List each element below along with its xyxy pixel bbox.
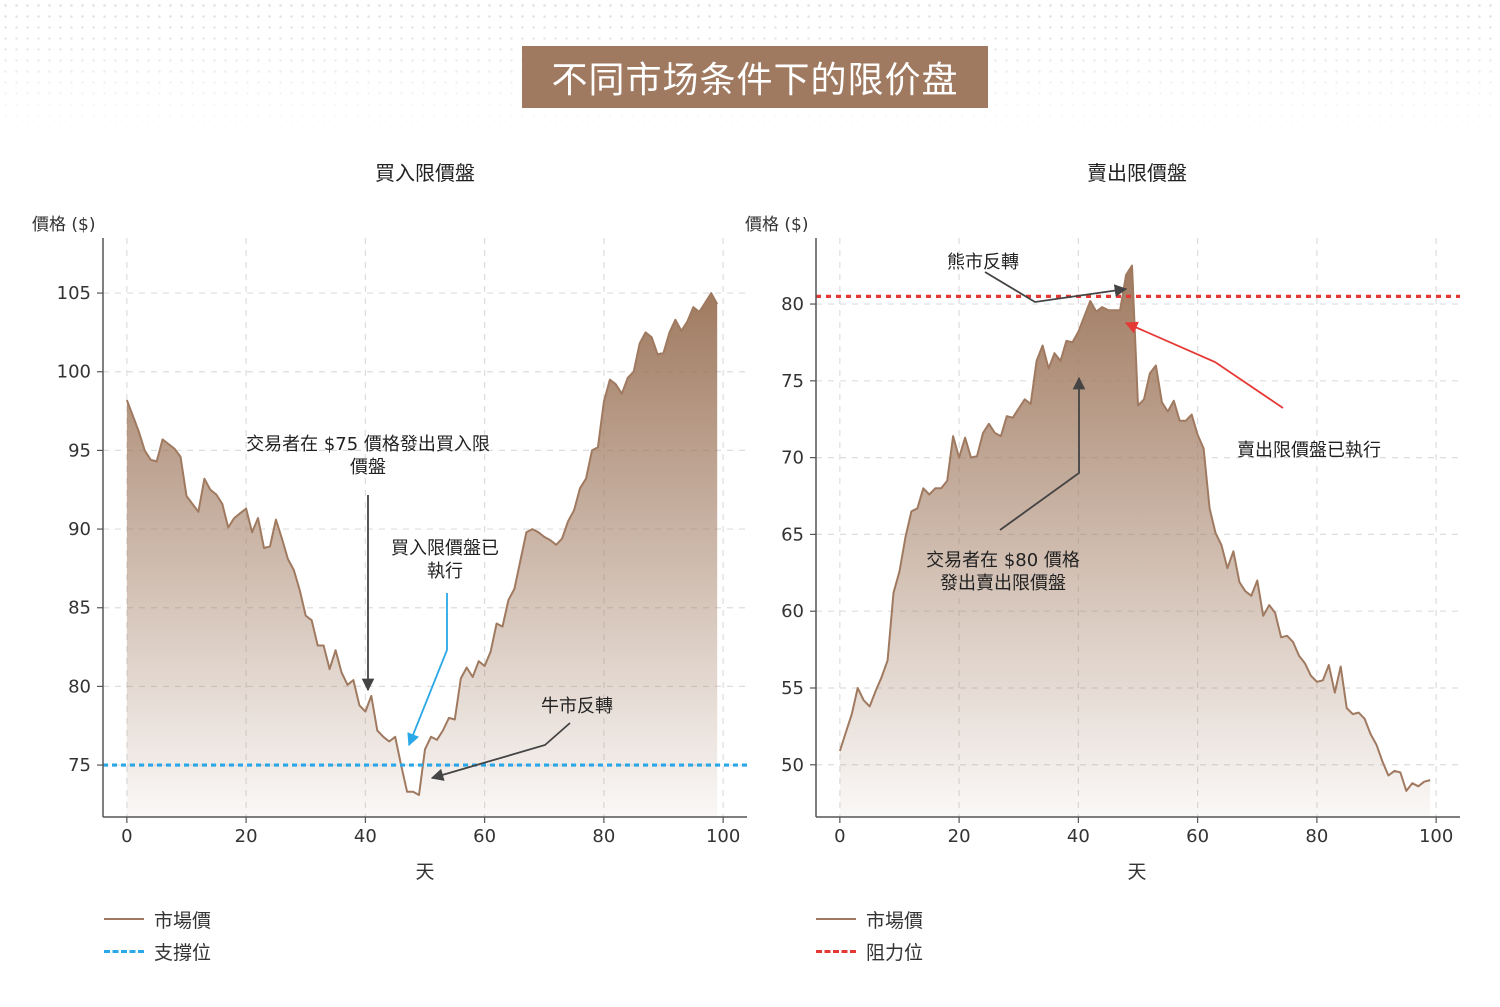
y-tick-label: 100 [57, 362, 91, 383]
annotation-label: 熊市反轉 [947, 252, 1019, 273]
annotation-label: 交易者在 $75 價格發出買入限價盤 [246, 434, 490, 478]
y-tick-label: 80 [781, 294, 804, 315]
y-tick-label: 95 [68, 440, 91, 461]
price-area-fill [126, 293, 718, 818]
x-tick-label: 40 [354, 826, 377, 847]
y-tick-label: 75 [781, 371, 804, 392]
annotation-arrow [984, 271, 1128, 303]
y-axis-label: 價格 ($) [32, 215, 95, 235]
x-tick-label: 60 [1186, 826, 1209, 847]
annotation-label: 買入限價盤已執行 [391, 538, 499, 582]
y-tick-label: 75 [68, 755, 91, 776]
y-axis-label: 價格 ($) [745, 215, 808, 235]
x-tick-label: 0 [834, 826, 845, 847]
legend-label: 市場價 [866, 909, 924, 932]
legend-buy: 市場價 支撐位 [104, 903, 211, 967]
x-tick-label: 80 [1305, 826, 1328, 847]
y-tick-label: 80 [68, 676, 91, 697]
market-price-line [125, 292, 719, 796]
market-price-line [838, 264, 1431, 792]
legend-item-market-price: 市場價 [816, 903, 923, 935]
legend-sell: 市場價 阻力位 [816, 903, 923, 967]
legend-label: 支撐位 [154, 941, 212, 964]
legend-item-resistance: 阻力位 [816, 935, 923, 967]
legend-label: 市場價 [154, 909, 212, 932]
annotation-label: 交易者在 $80 價格發出賣出限價盤 [926, 550, 1080, 594]
x-tick-label: 20 [235, 826, 258, 847]
chart-title: 賣出限價盤 [1087, 161, 1187, 185]
y-tick-label: 70 [781, 448, 804, 469]
x-tick-label: 80 [592, 826, 615, 847]
page-title: 不同市场条件下的限价盘 [522, 46, 988, 108]
x-tick-label: 20 [948, 826, 971, 847]
legend-swatch-line [104, 918, 144, 920]
y-tick-label: 65 [781, 524, 804, 545]
annotation-arrow [407, 593, 448, 747]
y-tick-label: 105 [57, 283, 91, 304]
chart-title: 買入限價盤 [375, 161, 475, 185]
legend-item-support: 支撐位 [104, 935, 211, 967]
legend-swatch-dashed [104, 949, 144, 953]
x-tick-label: 100 [1419, 826, 1453, 847]
legend-label: 阻力位 [866, 941, 924, 964]
y-tick-label: 50 [781, 755, 804, 776]
x-axis-label: 天 [1127, 861, 1146, 883]
x-tick-label: 100 [706, 826, 740, 847]
annotation-arrow [430, 722, 571, 781]
x-tick-label: 40 [1067, 826, 1090, 847]
annotation-arrow [999, 376, 1086, 531]
y-tick-label: 55 [781, 678, 804, 699]
x-tick-label: 0 [121, 826, 132, 847]
annotation-arrow [1124, 321, 1284, 409]
legend-item-market-price: 市場價 [104, 903, 211, 935]
annotation-label: 賣出限價盤已執行 [1237, 440, 1381, 461]
legend-swatch-dashed [816, 949, 856, 953]
y-tick-label: 90 [68, 519, 91, 540]
buy-limit-chart: 0 20 40 60 80 100 75 80 85 90 95 100 105 買入限價盤 價格 ($… [32, 161, 747, 883]
x-tick-label: 60 [473, 826, 496, 847]
annotation-label: 牛市反轉 [541, 696, 613, 717]
legend-swatch-line [816, 918, 856, 920]
price-area-fill [839, 265, 1431, 818]
y-tick-label: 85 [68, 598, 91, 619]
x-axis-label: 天 [415, 861, 434, 883]
y-tick-label: 60 [781, 601, 804, 622]
